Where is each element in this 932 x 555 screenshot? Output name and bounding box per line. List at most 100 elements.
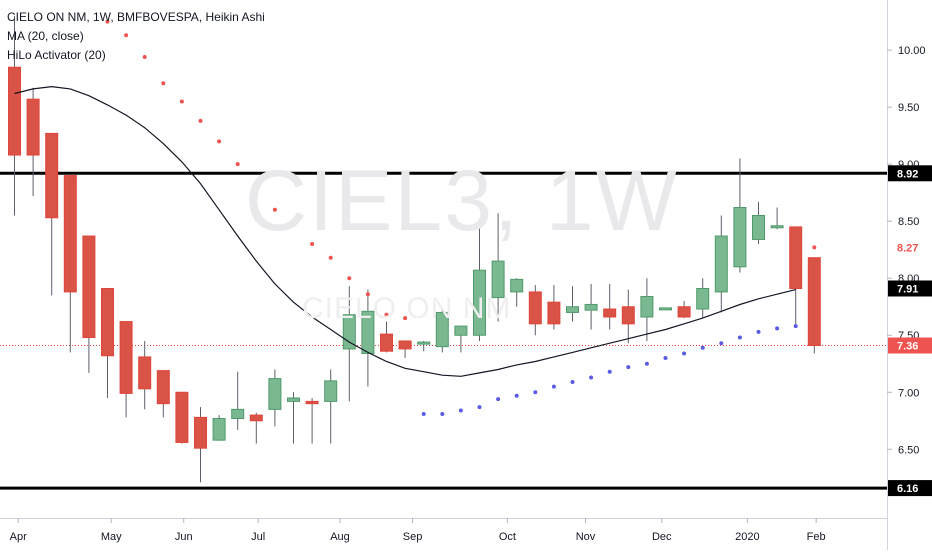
last-price-label-bg bbox=[888, 337, 932, 354]
candle-body[interactable] bbox=[659, 307, 672, 311]
candle-body[interactable] bbox=[45, 132, 59, 219]
x-tick-label: Feb bbox=[807, 531, 826, 543]
x-tick-label: Jul bbox=[251, 531, 265, 543]
x-tick-label: Dec bbox=[652, 531, 672, 543]
x-tick-label: Oct bbox=[499, 531, 516, 543]
indicator-legend: CIELO ON NM, 1W, BMFBOVESPA, Heikin Ashi… bbox=[7, 8, 265, 65]
hilo-resistance-dot bbox=[142, 54, 147, 59]
candle-body[interactable] bbox=[268, 378, 282, 410]
hilo-support-dot bbox=[477, 405, 482, 410]
hilo-resistance-dot bbox=[105, 19, 110, 24]
candle-body[interactable] bbox=[101, 287, 114, 357]
level-label-upper: 8.92 bbox=[897, 168, 918, 180]
last-price-label: 7.36 bbox=[897, 341, 918, 353]
hilo-support-dot bbox=[719, 341, 724, 346]
hilo-support-dot bbox=[533, 390, 538, 395]
x-tick-label: Aug bbox=[330, 531, 350, 543]
candle-body[interactable] bbox=[82, 235, 96, 339]
level-label-lower-bg bbox=[888, 480, 932, 497]
hilo-support-dot bbox=[421, 411, 426, 416]
y-tick-label: 6.50 bbox=[898, 444, 919, 456]
candle-body[interactable] bbox=[528, 291, 542, 325]
x-tick-label: May bbox=[101, 531, 122, 543]
candle-body[interactable] bbox=[770, 225, 784, 229]
candle-body[interactable] bbox=[640, 295, 654, 318]
hilo-support-dot bbox=[663, 356, 668, 361]
hilo-resistance-dot bbox=[291, 222, 296, 227]
candle-body[interactable] bbox=[435, 311, 449, 348]
hilo-resistance-dot bbox=[254, 184, 259, 189]
hilo-support-dot bbox=[626, 365, 631, 370]
legend-ma[interactable]: MA (20, close) bbox=[7, 29, 84, 43]
x-tick-label: Jun bbox=[175, 531, 193, 543]
candle-body[interactable] bbox=[119, 321, 133, 394]
hilo-resistance-dot bbox=[812, 245, 817, 250]
level-label-upper-bg bbox=[888, 165, 932, 182]
candle-body[interactable] bbox=[361, 310, 375, 354]
hilo-resistance-dot bbox=[124, 33, 129, 38]
candle-body[interactable] bbox=[175, 391, 189, 443]
hilo-support-dot bbox=[682, 351, 687, 356]
hilo-support-dot bbox=[756, 329, 761, 334]
candle-body[interactable] bbox=[324, 380, 338, 402]
candle-body[interactable] bbox=[8, 66, 21, 156]
legend-hilo[interactable]: HiLo Activator (20) bbox=[7, 48, 106, 62]
candle-body[interactable] bbox=[733, 207, 747, 268]
hilo-resistance-dot bbox=[198, 118, 203, 123]
candle-body[interactable] bbox=[417, 341, 431, 345]
hilo-support-dot bbox=[775, 326, 780, 331]
candle-body[interactable] bbox=[231, 408, 245, 420]
candle-body[interactable] bbox=[789, 226, 803, 289]
hilo-resistance-dot bbox=[217, 139, 222, 144]
candle-body[interactable] bbox=[156, 370, 170, 405]
ma-line[interactable] bbox=[14, 85, 796, 377]
candle-body[interactable] bbox=[212, 418, 226, 441]
hilo-resistance-dot bbox=[347, 276, 352, 281]
ma-value-label-bg bbox=[888, 280, 932, 297]
candle-body[interactable] bbox=[398, 340, 412, 350]
candle-body[interactable] bbox=[603, 308, 617, 318]
x-tick-label: Apr bbox=[10, 531, 27, 543]
hilo-resistance-dot bbox=[161, 81, 166, 86]
y-tick-label: 9.50 bbox=[898, 102, 919, 114]
hilo-resistance-dot bbox=[235, 162, 240, 167]
candle-body[interactable] bbox=[807, 257, 821, 347]
level-label-lower: 6.16 bbox=[897, 483, 918, 495]
candle-body[interactable] bbox=[566, 306, 579, 313]
y-tick-label: 8.50 bbox=[898, 216, 919, 228]
candle-body[interactable] bbox=[194, 416, 207, 449]
candle-body[interactable] bbox=[249, 414, 263, 422]
y-tick-label: 7.00 bbox=[898, 387, 919, 399]
hilo-support-dot bbox=[737, 335, 742, 340]
candle-body[interactable] bbox=[547, 301, 561, 325]
candle-body[interactable] bbox=[510, 278, 524, 293]
candle-body[interactable] bbox=[63, 175, 77, 293]
hilo-support-dot bbox=[589, 375, 594, 380]
candle-body[interactable] bbox=[305, 400, 319, 405]
candle-body[interactable] bbox=[380, 333, 393, 352]
candle-body[interactable] bbox=[621, 306, 635, 325]
candle-body[interactable] bbox=[287, 397, 300, 402]
candle-body[interactable] bbox=[473, 269, 486, 336]
y-tick-label: 10.00 bbox=[898, 45, 926, 57]
hilo-value-label-bg bbox=[888, 239, 932, 256]
candle-body[interactable] bbox=[696, 287, 710, 310]
legend-symbol[interactable]: CIELO ON NM, 1W, BMFBOVESPA, Heikin Ashi bbox=[7, 10, 265, 24]
candle-body[interactable] bbox=[584, 303, 598, 311]
x-tick-label: Nov bbox=[576, 531, 596, 543]
hilo-resistance-dot bbox=[179, 99, 184, 104]
candle-body[interactable] bbox=[677, 306, 691, 318]
hilo-support-dot bbox=[700, 345, 705, 350]
ma-value-label: 7.91 bbox=[897, 283, 918, 295]
candle-body[interactable] bbox=[752, 214, 765, 240]
candle-body[interactable] bbox=[138, 356, 152, 390]
candle-body[interactable] bbox=[491, 260, 505, 299]
candle-body[interactable] bbox=[714, 235, 728, 293]
candle-body[interactable] bbox=[26, 98, 40, 156]
hilo-support-dot bbox=[793, 324, 798, 329]
candle-body[interactable] bbox=[454, 325, 468, 336]
hilo-resistance-dot bbox=[365, 292, 370, 297]
